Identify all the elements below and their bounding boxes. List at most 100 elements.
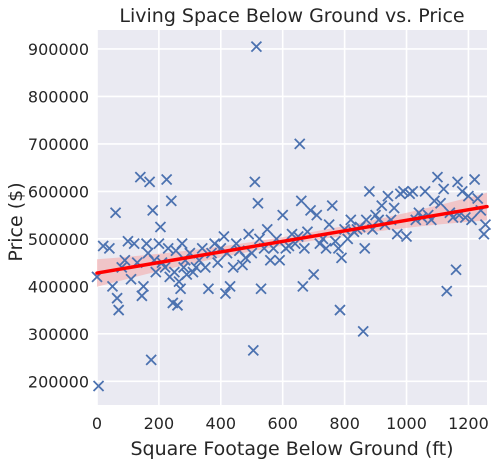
scatter-point [150,266,162,278]
scatter-point [273,254,286,266]
x-tick-label: 400 [206,414,237,433]
scatter-point [137,280,150,292]
scatter-point [92,380,105,392]
regression-line [95,204,489,275]
scatter-point [224,280,236,292]
scatter-point [261,223,273,236]
scatter-point [334,304,346,316]
x-tick-label: 800 [329,414,360,433]
y-axis-label: Price ($) [5,182,27,261]
scatter-point [113,304,125,316]
y-tick-label: 300000 [28,325,89,344]
scatter-point [162,242,174,254]
scatter-point [119,254,131,266]
scatter-point [140,237,153,250]
y-tick-label: 500000 [28,230,89,249]
scatter-point [264,254,276,266]
x-axis-label: Square Footage Below Ground (ft) [130,438,453,460]
scatter-point [227,261,239,273]
y-tick-label: 600000 [28,182,89,201]
scatter-point [218,230,230,243]
scatter-point [311,209,323,221]
scatter-point [199,261,211,273]
scatter-point [428,195,441,207]
y-tick-label: 800000 [28,87,89,106]
scatter-point [329,235,341,247]
x-tick-label: 600 [267,414,298,433]
scatter-point [174,283,187,295]
scatter-point [159,261,171,273]
scatter-point [208,237,221,250]
scatter-point [236,259,249,271]
scatter-point [298,242,311,254]
scatter-point [345,214,357,226]
scatter-point [304,204,317,217]
scatter-point [202,283,215,295]
scatter-point [212,256,224,269]
scatter-point [247,344,259,357]
scatter-point [388,202,400,214]
scatter-point [468,173,481,186]
y-tick-label: 400000 [28,277,89,296]
y-tick-label: 900000 [28,40,89,59]
scatter-point [181,268,193,281]
x-tick-label: 1000 [386,414,427,433]
scatter-point [145,354,157,366]
scatter-point [391,228,403,240]
scatter-point [363,185,376,198]
scatter-point [154,221,167,233]
scatter-point [320,242,332,254]
scatter-point [465,214,478,226]
scatter-point [441,285,453,297]
scatter-point [246,247,258,259]
x-tick-label: 200 [144,414,175,433]
scatter-point [332,242,345,254]
scatter-point [326,199,338,212]
scatter-point [165,195,177,207]
scatter-point [219,287,232,300]
scatter-point [335,252,348,264]
scatter-point [168,266,181,278]
scatter-point [147,204,159,217]
scatter-point [249,176,261,188]
scatter-point [97,240,109,252]
x-tick-label: 0 [92,414,102,433]
scatter-point [450,264,462,276]
scatter-point [407,185,419,198]
scatter-point [277,209,289,221]
x-tick-label: 1200 [448,414,489,433]
scatter-point [143,176,156,188]
scatter-point [239,252,252,264]
scatter-point [136,290,148,302]
scatter-point [472,192,484,205]
scatter-point [360,214,372,226]
scatter-point [161,173,173,186]
y-tick-label: 200000 [28,372,89,391]
scatter-point [478,228,490,240]
scatter-point [456,185,468,198]
scatter-point [438,183,450,195]
scatter-point [297,280,309,292]
scatter-point [106,280,119,292]
y-tick-labels: 200000 300000 400000 500000 600000 700000 8000… [28,40,89,391]
scatter-point [153,237,165,250]
scatter-point [252,197,264,209]
scatter-point [459,211,471,224]
scatter-point [419,185,431,198]
scatter-point [323,218,335,231]
scatter-point [382,190,394,202]
scatter-point [134,171,146,183]
scatter-point [451,176,464,188]
scatter-point [434,197,447,209]
scatter-point [308,268,320,281]
scatter-point [125,273,137,285]
scatter-point [111,292,123,304]
x-tick-labels: 0 200 400 600 800 1000 1200 [92,414,489,433]
scatter-point [397,185,410,198]
scatter-point [250,40,263,53]
scatter-point [171,299,184,311]
scatter-point [431,171,444,183]
scatter-point [128,237,140,250]
scatter-point [479,218,492,231]
